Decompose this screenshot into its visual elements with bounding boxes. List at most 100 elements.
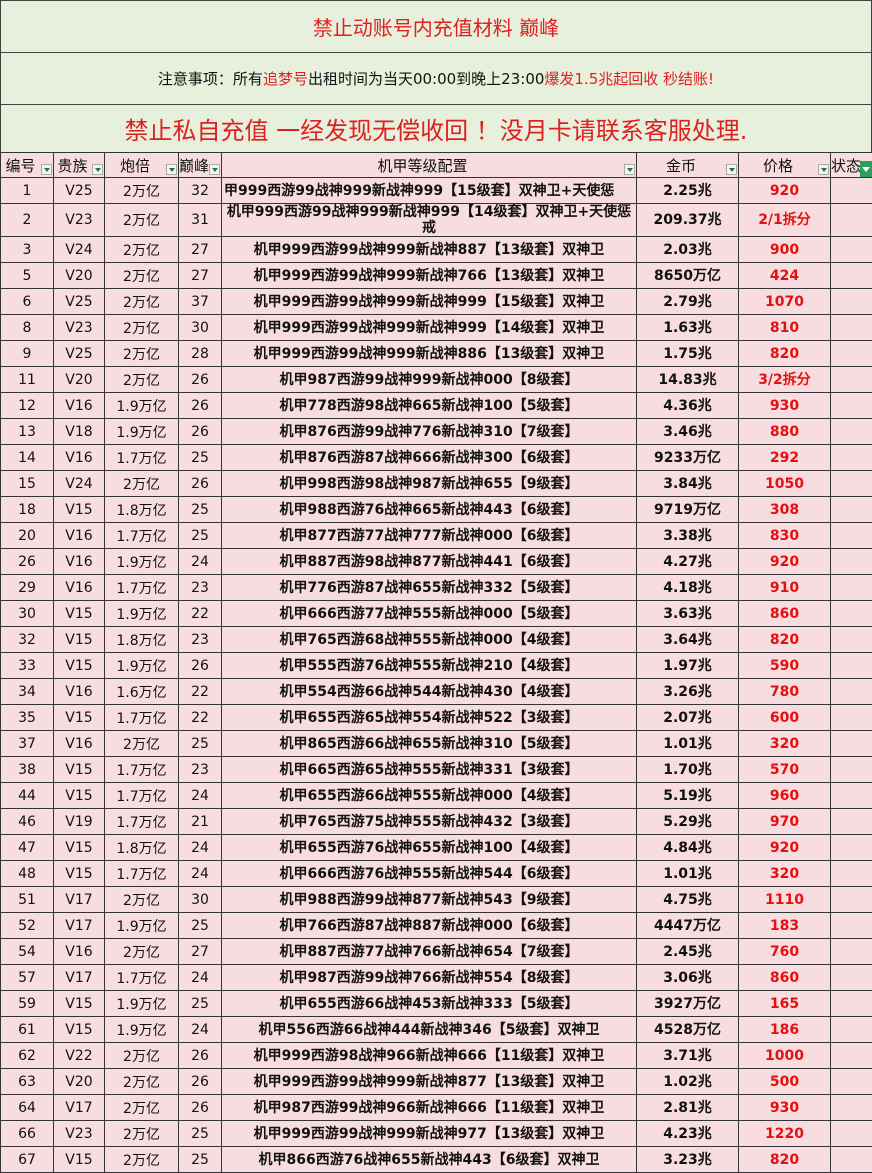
- cell-config[interactable]: 机甲999西游99战神999新战神877【13级套】双神卫: [222, 1069, 637, 1095]
- cell-peak[interactable]: 27: [179, 263, 222, 289]
- column-header-status[interactable]: 状态: [831, 153, 872, 178]
- cell-price[interactable]: 910: [739, 575, 831, 601]
- cell-status[interactable]: [831, 809, 872, 835]
- cell-status[interactable]: [831, 178, 872, 204]
- cell-vip[interactable]: V15: [54, 1017, 105, 1043]
- cell-status[interactable]: [831, 601, 872, 627]
- cell-config[interactable]: 机甲866西游76战神655新战神443【6级套】双神卫: [222, 1147, 637, 1173]
- cell-peak[interactable]: 32: [179, 178, 222, 204]
- cell-id[interactable]: 63: [1, 1069, 54, 1095]
- cell-status[interactable]: [831, 289, 872, 315]
- cell-id[interactable]: 64: [1, 1095, 54, 1121]
- cell-vip[interactable]: V20: [54, 367, 105, 393]
- cell-vip[interactable]: V16: [54, 679, 105, 705]
- cell-price[interactable]: 760: [739, 939, 831, 965]
- cell-peak[interactable]: 25: [179, 991, 222, 1017]
- filter-dropdown-icon[interactable]: [209, 164, 220, 175]
- cell-peak[interactable]: 26: [179, 471, 222, 497]
- cell-cannon[interactable]: 1.7万亿: [105, 783, 179, 809]
- cell-status[interactable]: [831, 835, 872, 861]
- cell-gold[interactable]: 1.02兆: [637, 1069, 739, 1095]
- cell-cannon[interactable]: 2万亿: [105, 341, 179, 367]
- cell-price[interactable]: 920: [739, 549, 831, 575]
- cell-gold[interactable]: 4447万亿: [637, 913, 739, 939]
- cell-status[interactable]: [831, 367, 872, 393]
- cell-peak[interactable]: 25: [179, 523, 222, 549]
- cell-vip[interactable]: V20: [54, 263, 105, 289]
- column-header-cannon[interactable]: 炮倍: [105, 153, 179, 178]
- column-header-peak[interactable]: 巅峰: [179, 153, 222, 178]
- cell-gold[interactable]: 9719万亿: [637, 497, 739, 523]
- cell-status[interactable]: [831, 861, 872, 887]
- filter-dropdown-icon[interactable]: [726, 164, 737, 175]
- filter-dropdown-icon[interactable]: [92, 164, 103, 175]
- cell-gold[interactable]: 4.23兆: [637, 1121, 739, 1147]
- cell-peak[interactable]: 24: [179, 1017, 222, 1043]
- cell-config[interactable]: 机甲765西游68战神555新战神000【4级套】: [222, 627, 637, 653]
- cell-peak[interactable]: 30: [179, 315, 222, 341]
- filter-dropdown-icon[interactable]: [818, 164, 829, 175]
- cell-vip[interactable]: V24: [54, 237, 105, 263]
- cell-status[interactable]: [831, 1147, 872, 1173]
- cell-cannon[interactable]: 1.9万亿: [105, 601, 179, 627]
- cell-vip[interactable]: V25: [54, 289, 105, 315]
- cell-vip[interactable]: V24: [54, 471, 105, 497]
- cell-config[interactable]: 机甲887西游77战神766新战神654【7级套】: [222, 939, 637, 965]
- cell-peak[interactable]: 23: [179, 757, 222, 783]
- cell-status[interactable]: [831, 1043, 872, 1069]
- cell-id[interactable]: 8: [1, 315, 54, 341]
- cell-peak[interactable]: 25: [179, 731, 222, 757]
- cell-peak[interactable]: 27: [179, 237, 222, 263]
- cell-gold[interactable]: 1.75兆: [637, 341, 739, 367]
- cell-vip[interactable]: V23: [54, 204, 105, 237]
- cell-price[interactable]: 1110: [739, 887, 831, 913]
- cell-gold[interactable]: 4528万亿: [637, 1017, 739, 1043]
- cell-price[interactable]: 970: [739, 809, 831, 835]
- cell-price[interactable]: 860: [739, 965, 831, 991]
- cell-price[interactable]: 292: [739, 445, 831, 471]
- cell-gold[interactable]: 14.83兆: [637, 367, 739, 393]
- cell-vip[interactable]: V17: [54, 965, 105, 991]
- cell-peak[interactable]: 22: [179, 601, 222, 627]
- cell-config[interactable]: 机甲877西游77战神777新战神000【6级套】: [222, 523, 637, 549]
- cell-config[interactable]: 机甲655西游66战神555新战神000【4级套】: [222, 783, 637, 809]
- cell-gold[interactable]: 3.26兆: [637, 679, 739, 705]
- cell-cannon[interactable]: 1.7万亿: [105, 575, 179, 601]
- cell-id[interactable]: 3: [1, 237, 54, 263]
- cell-peak[interactable]: 25: [179, 1147, 222, 1173]
- cell-peak[interactable]: 21: [179, 809, 222, 835]
- cell-cannon[interactable]: 1.8万亿: [105, 835, 179, 861]
- cell-price[interactable]: 900: [739, 237, 831, 263]
- cell-cannon[interactable]: 2万亿: [105, 204, 179, 237]
- cell-status[interactable]: [831, 939, 872, 965]
- cell-id[interactable]: 13: [1, 419, 54, 445]
- cell-config[interactable]: 机甲999西游98战神966新战神666【11级套】双神卫: [222, 1043, 637, 1069]
- cell-cannon[interactable]: 1.6万亿: [105, 679, 179, 705]
- cell-price[interactable]: 920: [739, 178, 831, 204]
- cell-vip[interactable]: V15: [54, 991, 105, 1017]
- cell-peak[interactable]: 26: [179, 419, 222, 445]
- cell-id[interactable]: 46: [1, 809, 54, 835]
- cell-vip[interactable]: V18: [54, 419, 105, 445]
- cell-config[interactable]: 机甲999西游99战神999新战神999【15级套】双神卫: [222, 289, 637, 315]
- cell-status[interactable]: [831, 627, 872, 653]
- cell-vip[interactable]: V16: [54, 523, 105, 549]
- cell-gold[interactable]: 3.38兆: [637, 523, 739, 549]
- cell-id[interactable]: 62: [1, 1043, 54, 1069]
- cell-peak[interactable]: 28: [179, 341, 222, 367]
- cell-cannon[interactable]: 1.9万亿: [105, 393, 179, 419]
- cell-vip[interactable]: V17: [54, 1095, 105, 1121]
- cell-config[interactable]: 机甲778西游98战神665新战神100【5级套】: [222, 393, 637, 419]
- cell-gold[interactable]: 4.27兆: [637, 549, 739, 575]
- column-header-config[interactable]: 机甲等级配置: [222, 153, 637, 178]
- cell-price[interactable]: 1050: [739, 471, 831, 497]
- cell-status[interactable]: [831, 419, 872, 445]
- cell-peak[interactable]: 25: [179, 913, 222, 939]
- cell-cannon[interactable]: 1.9万亿: [105, 549, 179, 575]
- cell-cannon[interactable]: 2万亿: [105, 1043, 179, 1069]
- cell-cannon[interactable]: 1.9万亿: [105, 991, 179, 1017]
- cell-price[interactable]: 186: [739, 1017, 831, 1043]
- cell-status[interactable]: [831, 393, 872, 419]
- cell-cannon[interactable]: 2万亿: [105, 887, 179, 913]
- cell-price[interactable]: 810: [739, 315, 831, 341]
